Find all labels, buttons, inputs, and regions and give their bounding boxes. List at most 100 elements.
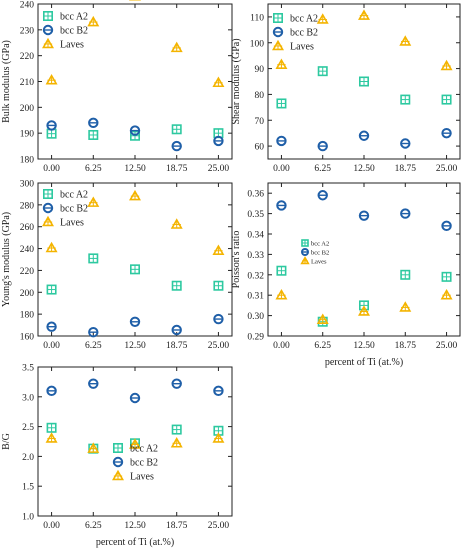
point-laves (212, 432, 225, 443)
point-a2 (441, 271, 452, 282)
point-a2 (441, 94, 452, 105)
chart-panel-4: 0.29 0.30 0.31 0.32 0.33 0.34 0.35 0.36 0.00 6.25… (231, 182, 461, 368)
legend-marker-b2 (112, 456, 124, 468)
y-tick-label: 220 (20, 52, 35, 62)
point-laves (358, 9, 370, 20)
point-laves (316, 313, 329, 324)
y-tick-label: 240 (20, 1, 35, 11)
legend-marker-laves (272, 39, 284, 51)
legend-label-laves: Laves (311, 259, 327, 266)
point-laves (316, 13, 329, 24)
y-tick-label: 3.5 (22, 364, 34, 374)
x-tick-label: 18.75 (395, 341, 417, 351)
x-tick-label: 0.00 (43, 164, 60, 174)
point-a2 (213, 280, 224, 291)
x-tick-label: 6.25 (314, 164, 331, 174)
point-a2 (171, 124, 182, 135)
x-tick-label: 0.00 (273, 164, 290, 174)
point-b2 (46, 120, 57, 131)
y-tick-label: 1.0 (22, 513, 34, 523)
point-b2 (171, 378, 182, 389)
legend-marker-laves (42, 215, 54, 227)
x-tick-label: 12.50 (124, 521, 146, 531)
legend-label-laves: Laves (60, 40, 84, 51)
point-b2 (276, 200, 287, 211)
legend-marker-a2 (42, 189, 53, 200)
y-tick-label: 230 (20, 26, 35, 36)
y-tick-label: 0.31 (247, 292, 264, 302)
point-a2 (88, 129, 99, 140)
point-b2 (88, 326, 99, 338)
x-tick-label: 12.50 (353, 341, 375, 351)
y-tick-label: 1.5 (22, 483, 34, 493)
legend-marker-b2 (42, 24, 54, 36)
point-laves (87, 15, 100, 27)
legend-marker-laves (112, 469, 124, 481)
legend-label-a2: bcc A2 (60, 12, 88, 23)
y-tick-label: 90 (255, 65, 265, 75)
x-tick-label: 25.00 (208, 341, 230, 351)
legend-label-laves: Laves (130, 472, 154, 483)
x-tick-label: 18.75 (166, 341, 188, 351)
legend-marker-a2 (301, 239, 309, 247)
x-tick-label: 18.75 (395, 164, 417, 174)
x-tick-label: 12.50 (124, 341, 146, 351)
y-tick-label: 260 (20, 223, 35, 233)
point-b2 (276, 135, 287, 147)
y-tick-label: 2.5 (22, 423, 34, 433)
legend-label-b2: bcc B2 (60, 26, 88, 37)
y-tick-label: 0.36 (247, 190, 264, 200)
x-tick-label: 25.00 (208, 164, 230, 174)
point-a2 (358, 76, 369, 87)
point-b2 (441, 127, 452, 139)
legend-label-a2: bcc A2 (60, 190, 88, 201)
legend-label-a2: bcc A2 (311, 241, 329, 248)
point-a2 (400, 94, 411, 105)
y-tick-label: 3.0 (22, 393, 34, 403)
x-tick-label: 6.25 (85, 341, 102, 351)
point-a2 (46, 422, 57, 433)
point-laves (399, 301, 412, 312)
point-laves (440, 59, 453, 71)
legend-marker-a2 (113, 442, 124, 453)
y-tick-label: 180 (20, 311, 35, 321)
x-tick-label: 6.25 (85, 521, 102, 531)
y-tick-label: 60 (255, 143, 265, 153)
y-tick-label: 240 (20, 245, 35, 255)
point-b2 (46, 385, 57, 397)
point-laves (129, 438, 141, 449)
x-tick-label: 0.00 (43, 341, 60, 351)
legend-label-b2: bcc B2 (130, 458, 158, 469)
point-b2 (46, 321, 57, 332)
chart-panel-3: 160 180 200 220 240 260 280 300 0.00 6.25 12.50 18.… (1, 180, 233, 351)
y-tick-label: 220 (20, 267, 35, 277)
point-a2 (400, 269, 411, 280)
point-b2 (441, 220, 452, 232)
point-laves (170, 218, 183, 229)
point-laves (440, 288, 453, 300)
legend-marker-a2 (272, 13, 283, 23)
point-a2 (171, 280, 182, 291)
point-b2 (129, 125, 141, 136)
y-tick-label: 160 (20, 333, 35, 343)
point-b2 (358, 130, 370, 141)
point-a2 (88, 253, 99, 264)
point-laves (87, 196, 100, 207)
y-tick-label: 210 (20, 78, 35, 88)
legend-marker-b2 (272, 26, 284, 38)
x-tick-label: 12.50 (353, 164, 375, 174)
point-a2 (171, 424, 182, 435)
x-tick-label: 25.00 (208, 521, 230, 531)
legend-label-b2: bcc B2 (290, 28, 318, 39)
y-tick-label: 0.33 (247, 251, 264, 261)
legend-label-b2: bcc B2 (311, 250, 329, 257)
x-tick-label: 6.25 (314, 341, 331, 351)
point-b2 (171, 140, 182, 152)
point-b2 (171, 324, 182, 336)
x-tick-label: 0.00 (43, 521, 60, 531)
x-axis-label: percent of Ti (at.%) (96, 537, 174, 548)
y-axis-label: B/G (1, 433, 12, 450)
point-b2 (88, 378, 99, 389)
point-laves (45, 73, 58, 85)
point-b2 (317, 190, 328, 201)
